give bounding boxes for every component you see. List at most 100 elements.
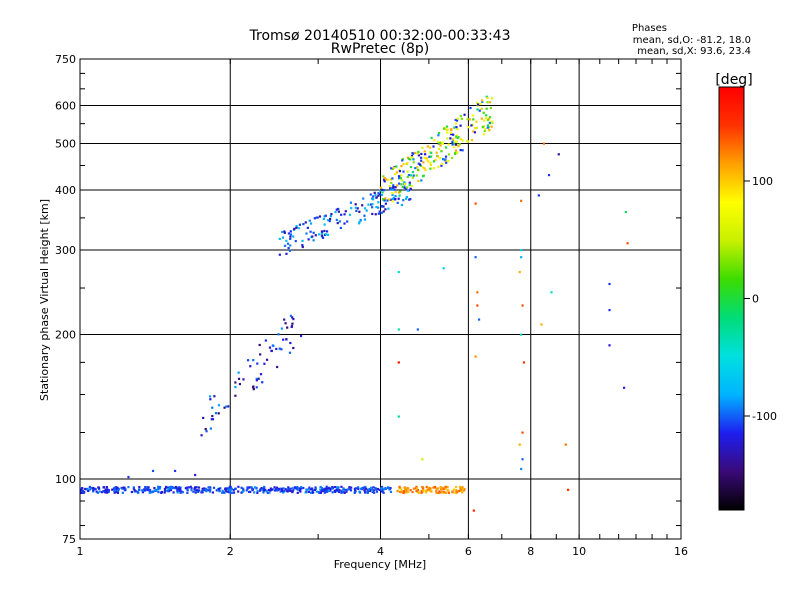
- echo-point: [232, 488, 235, 492]
- echo-point: [437, 165, 440, 168]
- echo-point: [200, 490, 204, 493]
- echo-point: [384, 202, 387, 205]
- echo-point: [461, 149, 464, 152]
- echo-point: [216, 489, 220, 492]
- echo-point: [454, 118, 457, 122]
- echo-point: [334, 485, 337, 489]
- echo-point: [455, 136, 458, 139]
- echo-point: [436, 140, 440, 143]
- echo-point: [377, 201, 380, 204]
- echo-point: [390, 181, 393, 185]
- echo-point: [518, 270, 521, 274]
- echo-point: [424, 153, 427, 156]
- echo-point: [382, 205, 385, 208]
- echo-point: [170, 487, 173, 490]
- x-tick-label: 8: [527, 545, 534, 558]
- echo-point: [348, 487, 351, 490]
- echo-point: [290, 324, 294, 328]
- echo-point: [357, 486, 360, 489]
- echo-point: [237, 485, 240, 488]
- echo-point: [427, 488, 430, 491]
- echo-point: [358, 221, 361, 224]
- echo-point: [371, 212, 374, 216]
- echo-point: [363, 214, 366, 217]
- echo-point: [211, 406, 214, 409]
- echo-point: [474, 256, 477, 259]
- echo-point: [113, 491, 116, 494]
- echo-point: [211, 414, 214, 418]
- echo-point: [398, 169, 402, 173]
- echo-point: [180, 490, 183, 493]
- echo-point: [82, 491, 85, 495]
- echo-point: [460, 117, 463, 120]
- echo-point: [557, 153, 560, 156]
- echo-point: [300, 486, 303, 489]
- chart-subtitle: RwPretec (8p): [331, 41, 429, 57]
- echo-point: [204, 487, 208, 491]
- echo-point: [350, 486, 353, 489]
- echo-point: [450, 128, 453, 132]
- echo-point: [414, 151, 417, 155]
- echo-point: [389, 178, 392, 181]
- echo-point: [374, 487, 377, 490]
- echo-point: [377, 212, 380, 215]
- echo-point: [315, 490, 318, 493]
- echo-point: [127, 486, 130, 489]
- echo-point: [295, 225, 298, 228]
- echo-point: [452, 138, 455, 141]
- echo-point: [375, 196, 378, 199]
- echo-point: [435, 488, 438, 491]
- echo-point: [432, 167, 435, 170]
- echo-point: [227, 405, 230, 408]
- echo-point: [275, 347, 278, 351]
- echo-point: [397, 175, 401, 178]
- echo-point: [442, 267, 445, 270]
- echo-point: [476, 304, 479, 307]
- echo-point: [389, 188, 392, 191]
- echo-point: [380, 211, 383, 214]
- echo-point: [237, 377, 241, 380]
- echo-point: [327, 486, 330, 489]
- echo-point: [297, 227, 300, 230]
- echo-point: [280, 348, 283, 351]
- echo-point: [446, 485, 449, 489]
- echo-point: [395, 171, 399, 174]
- echo-point: [98, 487, 101, 491]
- echo-point: [422, 487, 425, 490]
- echo-point: [458, 143, 461, 146]
- echo-point: [486, 124, 490, 127]
- echo-point: [446, 131, 449, 134]
- echo-point: [376, 487, 379, 491]
- echo-point: [314, 486, 317, 489]
- echo-point: [252, 358, 255, 362]
- echo-point: [223, 406, 226, 409]
- echo-point: [400, 174, 403, 177]
- echo-point: [402, 490, 405, 493]
- echo-point: [282, 491, 285, 494]
- x-tick-label: 4: [377, 545, 384, 558]
- echo-point: [404, 197, 408, 200]
- echo-point: [442, 490, 446, 493]
- echo-point: [138, 488, 141, 492]
- y-tick-label: 600: [55, 100, 76, 113]
- echo-point: [398, 485, 401, 488]
- echo-point: [407, 157, 410, 160]
- echo-point: [307, 488, 311, 491]
- echo-point: [145, 487, 148, 490]
- echo-point: [261, 381, 264, 384]
- echo-point: [380, 193, 383, 197]
- echo-point: [444, 155, 448, 158]
- echo-point: [142, 489, 145, 492]
- echo-point: [263, 362, 266, 365]
- echo-point: [383, 198, 386, 201]
- echo-point: [280, 327, 284, 330]
- echo-point: [343, 222, 346, 225]
- echo-point: [240, 486, 243, 489]
- echo-point: [211, 418, 215, 421]
- echo-point: [389, 198, 392, 201]
- echo-point: [520, 199, 523, 202]
- echo-point: [186, 489, 189, 492]
- echo-point: [488, 128, 491, 131]
- echo-point: [106, 488, 109, 491]
